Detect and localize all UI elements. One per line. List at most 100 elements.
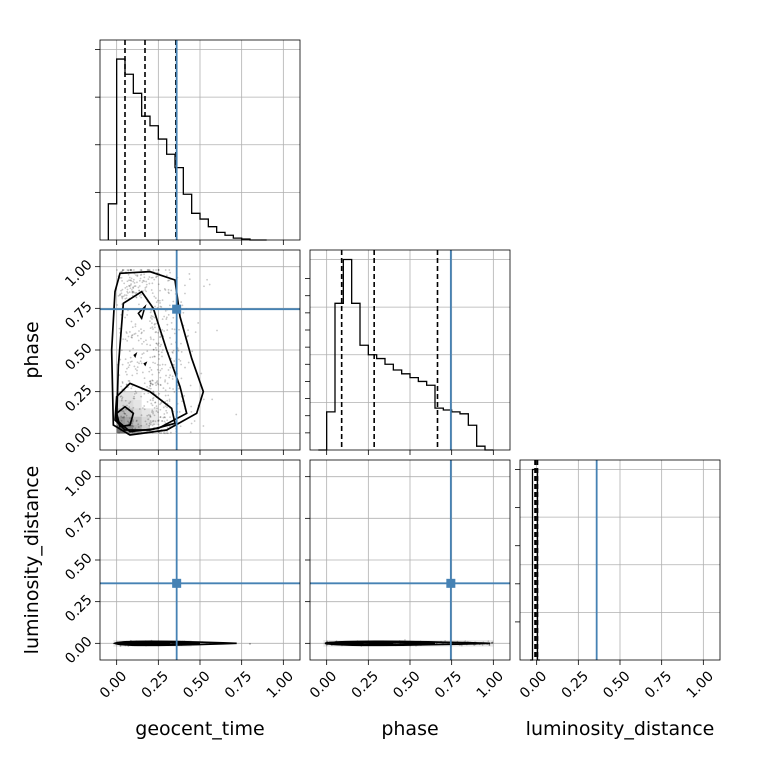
density-cell: [141, 416, 150, 425]
scatter-point: [151, 383, 154, 386]
x-tick-label: 0.00: [97, 668, 130, 701]
y-tick-label: 1.00: [62, 467, 95, 500]
scatter-point: [183, 394, 186, 397]
scatter-point: [139, 277, 142, 280]
scatter-point: [118, 327, 121, 330]
scatter-point: [132, 280, 135, 283]
scatter-point: [154, 346, 157, 349]
scatter-point: [165, 409, 168, 412]
scatter-point: [157, 269, 160, 271]
y-tick-label: 0.00: [62, 424, 95, 457]
scatter-point: [129, 401, 132, 403]
scatter-point: [152, 361, 154, 364]
scatter-point: [155, 276, 157, 279]
scatter-point: [132, 420, 134, 423]
scatter-point: [133, 392, 136, 395]
scatter-point: [158, 392, 161, 395]
x-tick-label: 0.75: [432, 668, 465, 701]
scatter-point: [138, 285, 141, 287]
scatter-point: [128, 380, 131, 382]
scatter-point: [180, 377, 183, 380]
scatter-point: [143, 382, 146, 385]
scatter-point: [133, 397, 136, 400]
scatter-point: [132, 397, 135, 400]
scatter-point: [124, 358, 127, 361]
scatter-point: [164, 405, 167, 408]
scatter-point: [163, 416, 166, 418]
scatter-point: [193, 420, 196, 422]
scatter-point: [124, 338, 127, 341]
scatter-point: [189, 384, 192, 387]
scatter-point: [169, 416, 171, 419]
scatter-point: [143, 276, 146, 279]
scatter-point: [125, 332, 128, 335]
scatter-point: [167, 288, 170, 291]
scatter-point: [147, 269, 149, 271]
scatter-point: [118, 294, 121, 297]
scatter-point: [121, 279, 123, 282]
scatter-point: [149, 415, 152, 418]
scatter-point: [163, 330, 166, 332]
x-tick-label: 0.25: [349, 668, 382, 701]
scatter-point: [163, 413, 166, 415]
scatter-point: [170, 322, 173, 324]
scatter-point: [173, 363, 175, 366]
scatter-point: [120, 289, 122, 292]
scatter-point: [129, 287, 132, 290]
scatter-point: [121, 269, 124, 272]
scatter-point: [153, 355, 156, 358]
scatter-point: [157, 342, 160, 345]
scatter-point: [154, 401, 156, 404]
scatter-point: [149, 423, 152, 426]
scatter-point: [141, 353, 144, 356]
scatter-point: [127, 269, 130, 272]
scatter-point: [169, 271, 171, 274]
scatter-point: [182, 311, 185, 314]
scatter-point: [130, 424, 133, 427]
scatter-point: [178, 328, 180, 331]
scatter-point: [140, 414, 143, 417]
scatter-point: [119, 395, 122, 398]
x-tick-label: 1.00: [474, 668, 507, 701]
scatter-point: [157, 419, 160, 422]
density-cell: [116, 408, 125, 417]
scatter-point: [149, 385, 152, 387]
density-panel-content: [112, 639, 251, 647]
density-cell: [141, 408, 150, 417]
scatter-point: [168, 398, 171, 401]
scatter-point: [153, 316, 156, 319]
scatter-point: [126, 290, 129, 293]
density-cell: [125, 400, 134, 409]
scatter-point: [136, 369, 138, 372]
scatter-point: [150, 369, 153, 371]
scatter-point: [189, 431, 192, 433]
density-panel-content: [323, 639, 494, 647]
scatter-point: [169, 374, 171, 377]
scatter-point: [134, 292, 137, 295]
scatter-point: [161, 420, 163, 422]
scatter-point: [147, 392, 150, 395]
scatter-point: [140, 332, 143, 335]
xlabel-luminosity-distance: luminosity_distance: [526, 718, 715, 740]
scatter-point: [148, 380, 151, 383]
contour-line: [333, 641, 364, 645]
scatter-point: [120, 276, 123, 279]
scatter-point: [122, 338, 125, 341]
scatter-point: [148, 269, 151, 271]
density-cell: [125, 408, 134, 417]
scatter-point: [155, 342, 158, 345]
scatter-point: [171, 351, 174, 353]
scatter-point: [164, 379, 167, 382]
scatter-point: [152, 328, 154, 330]
scatter-point: [152, 390, 155, 393]
scatter-point: [171, 375, 174, 378]
scatter-point: [131, 291, 134, 294]
scatter-point: [141, 342, 143, 345]
scatter-point: [167, 291, 170, 294]
scatter-point: [134, 285, 137, 287]
scatter-point: [168, 425, 171, 428]
scatter-point: [491, 642, 493, 644]
scatter-point: [154, 420, 157, 423]
scatter-point: [149, 311, 152, 314]
scatter-point: [156, 368, 159, 371]
